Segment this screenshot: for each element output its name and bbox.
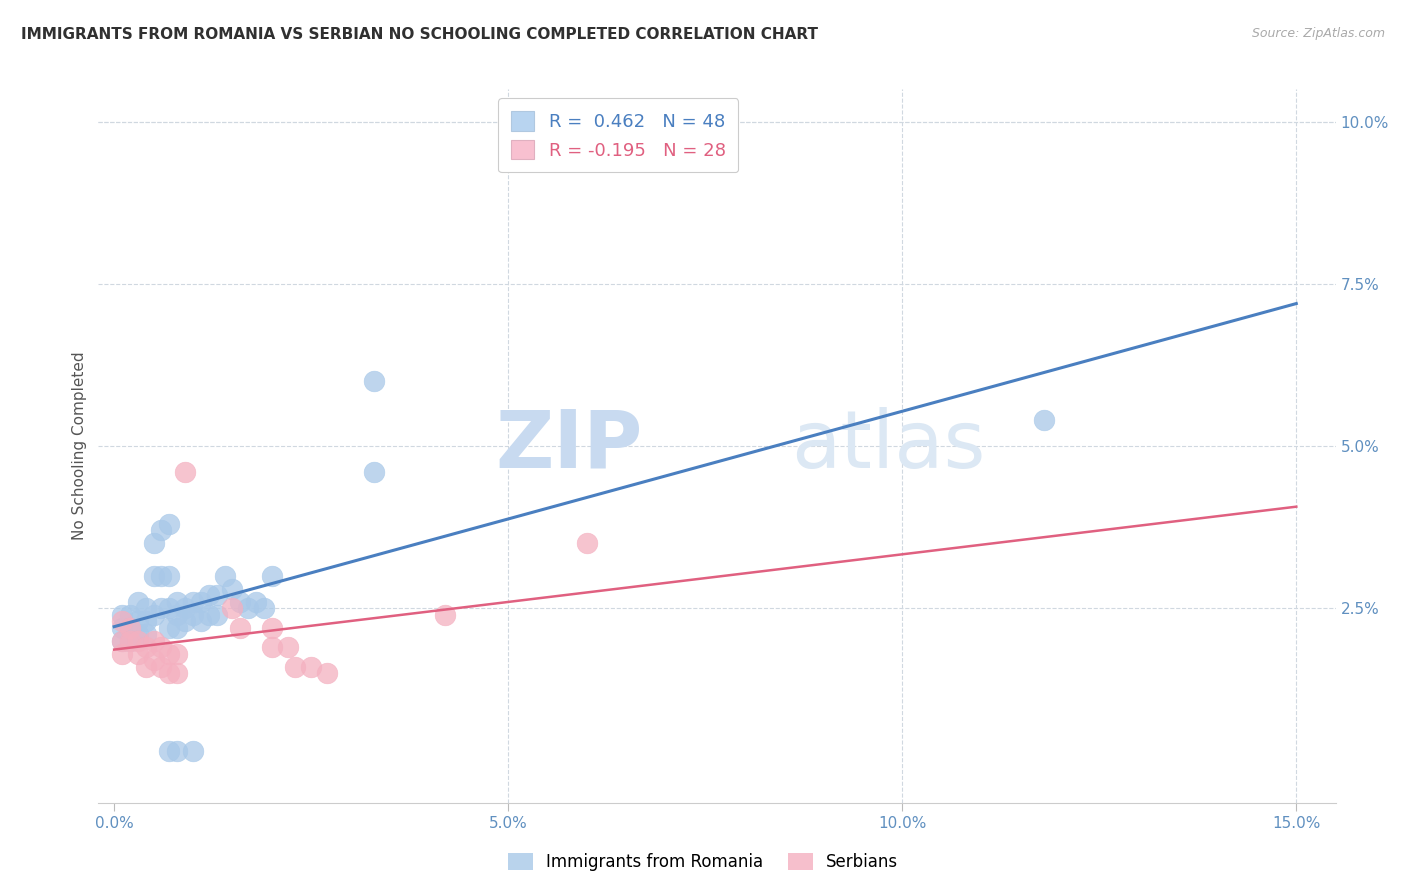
Point: [135, 601, 157, 615]
Point: [181, 607, 204, 622]
Point: [127, 614, 149, 628]
Point: [150, 601, 173, 615]
Text: ZIP: ZIP: [495, 407, 643, 485]
Legend: Immigrants from Romania, Serbians: Immigrants from Romania, Serbians: [499, 845, 907, 880]
Point: [363, 465, 385, 479]
Point: [111, 607, 134, 622]
Point: [111, 614, 134, 628]
Point: [174, 614, 197, 628]
Point: [157, 744, 180, 758]
Point: [214, 568, 236, 582]
Point: [576, 536, 599, 550]
Point: [111, 633, 134, 648]
Point: [150, 524, 173, 538]
Point: [118, 607, 141, 622]
Point: [197, 588, 219, 602]
Point: [166, 607, 188, 622]
Point: [150, 640, 173, 654]
Point: [142, 633, 165, 648]
Point: [127, 627, 149, 641]
Point: [190, 595, 212, 609]
Point: [135, 640, 157, 654]
Point: [127, 647, 149, 661]
Point: [142, 653, 165, 667]
Point: [166, 666, 188, 681]
Point: [260, 640, 283, 654]
Point: [260, 568, 283, 582]
Point: [221, 601, 243, 615]
Point: [127, 595, 149, 609]
Point: [229, 595, 252, 609]
Point: [236, 601, 259, 615]
Point: [157, 666, 180, 681]
Point: [157, 601, 180, 615]
Point: [118, 633, 141, 648]
Point: [277, 640, 299, 654]
Point: [363, 374, 385, 388]
Point: [157, 516, 180, 531]
Point: [166, 647, 188, 661]
Point: [111, 647, 134, 661]
Point: [205, 607, 228, 622]
Point: [118, 633, 141, 648]
Point: [111, 621, 134, 635]
Y-axis label: No Schooling Completed: No Schooling Completed: [72, 351, 87, 541]
Point: [253, 601, 276, 615]
Point: [135, 627, 157, 641]
Point: [150, 568, 173, 582]
Point: [135, 659, 157, 673]
Point: [174, 601, 197, 615]
Point: [174, 465, 197, 479]
Point: [166, 621, 188, 635]
Point: [229, 621, 252, 635]
Point: [166, 744, 188, 758]
Point: [197, 607, 219, 622]
Point: [221, 582, 243, 596]
Point: [260, 621, 283, 635]
Point: [299, 659, 322, 673]
Point: [111, 633, 134, 648]
Point: [118, 621, 141, 635]
Point: [142, 607, 165, 622]
Point: [157, 621, 180, 635]
Point: [316, 666, 339, 681]
Point: [150, 659, 173, 673]
Point: [157, 647, 180, 661]
Point: [205, 588, 228, 602]
Point: [181, 744, 204, 758]
Point: [135, 614, 157, 628]
Point: [284, 659, 307, 673]
Text: IMMIGRANTS FROM ROMANIA VS SERBIAN NO SCHOOLING COMPLETED CORRELATION CHART: IMMIGRANTS FROM ROMANIA VS SERBIAN NO SC…: [21, 27, 818, 42]
Point: [118, 621, 141, 635]
Point: [245, 595, 267, 609]
Point: [434, 607, 457, 622]
Point: [181, 595, 204, 609]
Text: Source: ZipAtlas.com: Source: ZipAtlas.com: [1251, 27, 1385, 40]
Point: [127, 633, 149, 648]
Legend: R =  0.462   N = 48, R = -0.195   N = 28: R = 0.462 N = 48, R = -0.195 N = 28: [498, 98, 738, 172]
Point: [166, 595, 188, 609]
Point: [142, 568, 165, 582]
Point: [1033, 413, 1056, 427]
Point: [190, 614, 212, 628]
Point: [157, 568, 180, 582]
Text: atlas: atlas: [792, 407, 986, 485]
Point: [142, 536, 165, 550]
